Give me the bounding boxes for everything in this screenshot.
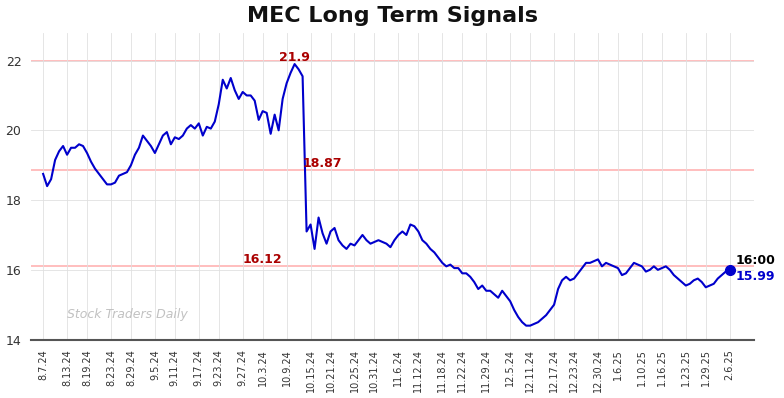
Text: 21.9: 21.9 [279, 51, 310, 64]
Text: Stock Traders Daily: Stock Traders Daily [67, 308, 188, 321]
Title: MEC Long Term Signals: MEC Long Term Signals [247, 6, 538, 25]
Text: 15.99: 15.99 [735, 270, 775, 283]
Text: 16:00: 16:00 [735, 254, 775, 267]
Text: 16.12: 16.12 [243, 253, 283, 265]
Text: 18.87: 18.87 [303, 157, 342, 170]
